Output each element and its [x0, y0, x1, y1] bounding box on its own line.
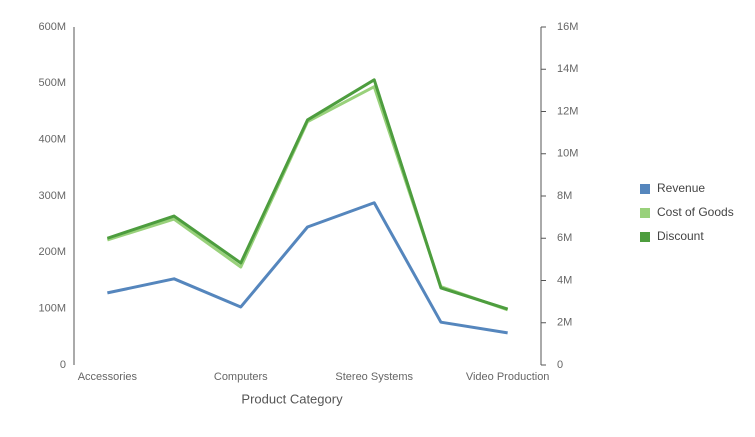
series-line — [107, 201, 508, 335]
y-tick-label: 600M — [38, 21, 66, 33]
legend-label: Discount — [657, 229, 704, 243]
legend-swatch — [640, 232, 650, 242]
y-tick-label: 100M — [38, 303, 66, 315]
legend-swatch — [640, 184, 650, 194]
y-tick-label: 300M — [38, 190, 66, 202]
y2-tick-label: 8M — [557, 190, 572, 202]
y-tick-label: 200M — [38, 246, 66, 258]
y2-tick-label: 12M — [557, 105, 578, 117]
x-tick-label: Stereo Systems — [335, 371, 413, 383]
x-tick-label: Accessories — [78, 371, 138, 383]
y2-tick-label: 0 — [557, 359, 563, 371]
y-tick-label: 0 — [60, 359, 66, 371]
y2-tick-label: 4M — [557, 274, 572, 286]
y2-tick-label: 16M — [557, 21, 578, 33]
y2-tick-label: 14M — [557, 63, 578, 75]
y2-tick-label: 10M — [557, 148, 578, 160]
x-tick-label: Video Production — [466, 371, 550, 383]
y2-tick-label: 6M — [557, 232, 572, 244]
y-tick-label: 400M — [38, 134, 66, 146]
legend-swatch — [640, 208, 650, 218]
y2-tick-label: 2M — [557, 317, 572, 329]
x-axis-label: Product Category — [241, 391, 343, 406]
y-tick-label: 500M — [38, 77, 66, 89]
legend-label: Revenue — [657, 181, 705, 195]
x-tick-label: Computers — [214, 371, 268, 383]
legend-label: Cost of Goods — [657, 205, 734, 219]
series-line — [106, 78, 509, 311]
